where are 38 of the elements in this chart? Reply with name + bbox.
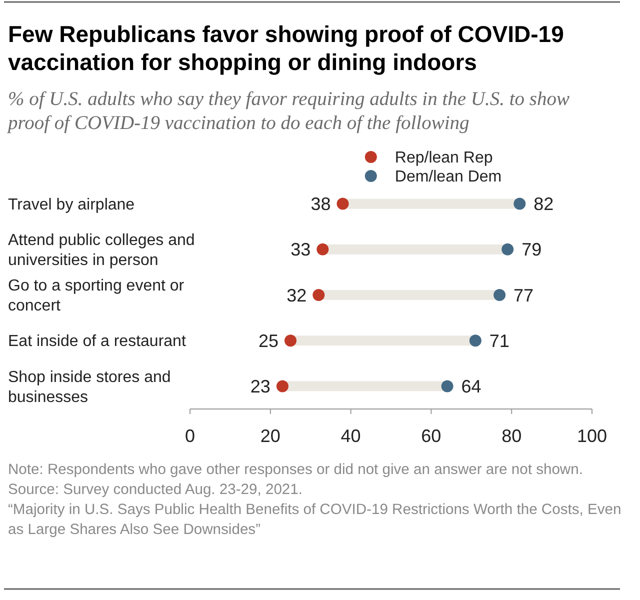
data-label: 23	[250, 376, 270, 396]
point	[494, 289, 506, 301]
text: Note: Respondents who gave other responses or did not give an answer are not shown.	[8, 462, 583, 478]
point	[502, 243, 514, 256]
y-tick-label: Attend public colleges and universities in person	[8, 232, 195, 269]
data-label: 38	[310, 194, 331, 214]
y-tick-label: Go to a sporting event or concert	[8, 278, 185, 315]
y-tick-label: Shop inside stores and businesses	[8, 368, 171, 406]
legend-label: Rep/lean Rep	[394, 150, 493, 167]
point	[284, 334, 296, 347]
y-tick-label: Eat inside of a restaurant	[8, 333, 186, 350]
data-label: 64	[461, 376, 482, 396]
point	[441, 380, 454, 392]
data-label: 77	[514, 285, 534, 306]
x-tick-label: 0	[184, 426, 196, 446]
x-tick-label: 40	[340, 426, 361, 446]
x-tick-label: 80	[502, 426, 522, 446]
data-label: 32	[286, 285, 307, 306]
point	[276, 380, 288, 392]
data-label: 25	[258, 330, 278, 351]
point	[469, 334, 482, 347]
data-label: 33	[290, 240, 311, 260]
chart-title: Few Republicans favor showing proof of COVID-19 vaccination for shopping or dining indoors	[8, 21, 564, 75]
data-label: 82	[534, 194, 554, 214]
x-tick-label: 60	[421, 426, 442, 446]
data-label: 79	[522, 240, 542, 260]
point	[316, 243, 329, 256]
source-note: Source: Survey conducted Aug. 23-29, 2021.	[8, 482, 302, 498]
chart-subtitle: % of U.S. adults who say they favor requiring adults in the U.S. to show proof of COVID-19 vaccination to do each of the following	[6, 89, 570, 134]
point	[514, 198, 526, 210]
point	[312, 289, 325, 301]
text: “Majority in U.S. Says Public Health Benefits of COVID-19 Restrictions Worth the Costs, Even as Large Shares Also See Downsides”	[8, 502, 622, 538]
data-label: 71	[489, 330, 510, 351]
x-tick-label: 20	[260, 426, 280, 446]
legend-label: Dem/lean Dem	[394, 168, 502, 186]
point	[336, 198, 349, 210]
x-tick-label: 100	[576, 426, 608, 446]
y-tick-label: Travel by airplane	[8, 196, 135, 214]
